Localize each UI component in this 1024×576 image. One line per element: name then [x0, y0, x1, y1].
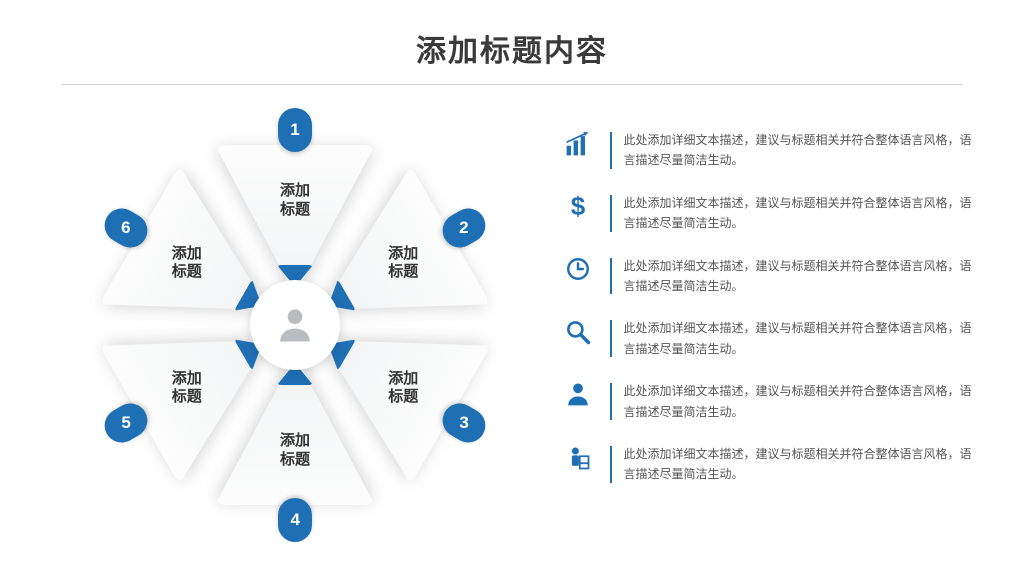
- description-list: 此处添加详细文本描述，建议与标题相关并符合整体语言风格，语言描述尽量简洁生动。$…: [560, 130, 980, 507]
- stage: 添加标题1添加标题2添加标题3添加标题4添加标题5添加标题6 此处添加详细文本描…: [0, 90, 1024, 560]
- hex-segment-label: 添加标题: [235, 182, 355, 220]
- clock-icon: [560, 256, 596, 282]
- list-item: $ 此处添加详细文本描述，建议与标题相关并符合整体语言风格，语言描述尽量简洁生动。: [560, 193, 980, 234]
- list-divider: [610, 195, 612, 232]
- hex-center: [250, 280, 340, 370]
- hex-badge: 1: [278, 108, 312, 152]
- user-icon: [560, 381, 596, 407]
- list-item: 此处添加详细文本描述，建议与标题相关并符合整体语言风格，语言描述尽量简洁生动。: [560, 318, 980, 359]
- header-rule: [62, 84, 962, 85]
- header: 添加标题内容: [0, 0, 1024, 85]
- hex-segment-label: 添加标题: [343, 245, 463, 283]
- page-title: 添加标题内容: [0, 26, 1024, 70]
- hex-segment-label: 添加标题: [127, 245, 247, 283]
- dollar-icon: $: [560, 193, 596, 219]
- list-item: 此处添加详细文本描述，建议与标题相关并符合整体语言风格，语言描述尽量简洁生动。: [560, 256, 980, 297]
- list-item-text: 此处添加详细文本描述，建议与标题相关并符合整体语言风格，语言描述尽量简洁生动。: [624, 318, 980, 359]
- worker-icon: [560, 444, 596, 472]
- list-item-text: 此处添加详细文本描述，建议与标题相关并符合整体语言风格，语言描述尽量简洁生动。: [624, 193, 980, 234]
- list-item-text: 此处添加详细文本描述，建议与标题相关并符合整体语言风格，语言描述尽量简洁生动。: [624, 381, 980, 422]
- search-icon: [560, 318, 596, 346]
- list-item: 此处添加详细文本描述，建议与标题相关并符合整体语言风格，语言描述尽量简洁生动。: [560, 381, 980, 422]
- hex-segment-label: 添加标题: [127, 370, 247, 408]
- list-item-text: 此处添加详细文本描述，建议与标题相关并符合整体语言风格，语言描述尽量简洁生动。: [624, 256, 980, 297]
- list-item-text: 此处添加详细文本描述，建议与标题相关并符合整体语言风格，语言描述尽量简洁生动。: [624, 130, 980, 171]
- list-divider: [610, 258, 612, 295]
- hexagon-diagram: 添加标题1添加标题2添加标题3添加标题4添加标题5添加标题6: [80, 110, 510, 540]
- bars-icon: [560, 130, 596, 158]
- list-divider: [610, 320, 612, 357]
- list-divider: [610, 383, 612, 420]
- hex-badge: 4: [278, 498, 312, 542]
- list-item-text: 此处添加详细文本描述，建议与标题相关并符合整体语言风格，语言描述尽量简洁生动。: [624, 444, 980, 485]
- list-divider: [610, 132, 612, 169]
- list-divider: [610, 446, 612, 483]
- hex-segment-label: 添加标题: [343, 370, 463, 408]
- list-item: 此处添加详细文本描述，建议与标题相关并符合整体语言风格，语言描述尽量简洁生动。: [560, 444, 980, 485]
- list-item: 此处添加详细文本描述，建议与标题相关并符合整体语言风格，语言描述尽量简洁生动。: [560, 130, 980, 171]
- person-icon: [273, 303, 317, 347]
- hex-segment-label: 添加标题: [235, 432, 355, 470]
